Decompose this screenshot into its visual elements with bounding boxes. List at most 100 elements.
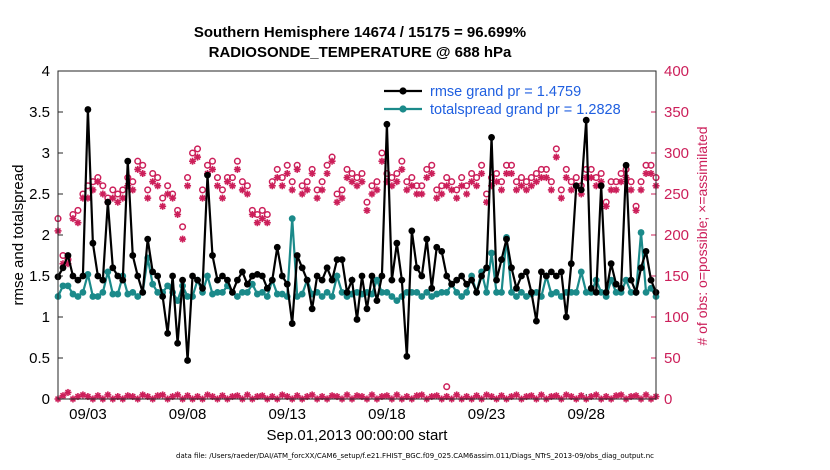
rmse-point xyxy=(59,264,67,272)
obs-possible-marker xyxy=(488,174,496,182)
obs-assimilated-marker xyxy=(144,194,152,202)
totalspread-point xyxy=(243,289,251,296)
rmse-point xyxy=(74,276,82,284)
obs-near-zero-marker xyxy=(552,392,560,400)
obs-assimilated-marker xyxy=(627,186,635,194)
rmse-point xyxy=(518,272,525,280)
y-tick-label: 4 xyxy=(42,63,50,80)
obs-near-zero-marker xyxy=(522,393,530,401)
obs-near-zero-marker xyxy=(617,391,625,399)
obs-assimilated-marker xyxy=(174,211,182,218)
rmse-point xyxy=(537,268,545,276)
rmse-point xyxy=(642,248,650,255)
obs-assimilated-marker xyxy=(512,186,520,194)
obs-near-zero-marker xyxy=(59,392,67,400)
obs-possible-marker xyxy=(433,186,441,194)
obs-assimilated-marker xyxy=(94,178,102,186)
y-tick-label: 2 xyxy=(42,227,50,244)
rmse-point xyxy=(288,320,296,327)
obs-assimilated-marker xyxy=(522,186,530,194)
obs-assimilated-marker xyxy=(189,157,197,165)
obs-assimilated-marker xyxy=(114,198,122,206)
obs-possible-marker xyxy=(134,157,142,165)
rmse-point xyxy=(84,106,92,113)
totalspread-point xyxy=(89,293,97,300)
obs-assimilated-marker xyxy=(238,186,246,194)
obs-near-zero-marker xyxy=(204,391,211,399)
legend: rmse grand pr = 1.4759 totalspread grand … xyxy=(384,84,621,118)
chart-subtitle: RADIOSONDE_TEMPERATURE @ 688 hPa xyxy=(208,44,512,61)
rmse-point xyxy=(338,256,346,263)
rmse-point xyxy=(523,268,530,276)
obs-near-zero-marker xyxy=(328,392,336,400)
totalspread-point xyxy=(637,229,645,236)
totalspread-point xyxy=(393,297,401,304)
obs-near-zero-marker xyxy=(453,391,461,399)
obs-assimilated-marker xyxy=(592,182,600,190)
obs-near-zero-outlier xyxy=(443,383,451,391)
obs-possible-marker xyxy=(443,174,451,182)
obs-assimilated-marker xyxy=(159,202,167,210)
obs-possible-marker xyxy=(463,182,471,190)
rmse-point xyxy=(219,272,226,280)
obs-possible-marker xyxy=(403,178,411,186)
rmse-point xyxy=(119,276,127,284)
obs-near-zero-marker xyxy=(368,391,376,399)
obs-possible-marker xyxy=(507,161,516,169)
totalspread-point xyxy=(104,268,112,276)
obs-possible-marker xyxy=(318,178,326,186)
y2-axis-label: # of obs: o=possible; ×=assimilated xyxy=(694,126,710,345)
obs-near-zero-marker xyxy=(94,392,102,400)
obs-assimilated-marker xyxy=(418,190,426,198)
obs-possible-marker xyxy=(238,178,246,186)
totalspread-point xyxy=(443,289,451,296)
obs-possible-marker xyxy=(323,161,331,169)
obs-assimilated-marker xyxy=(213,182,221,190)
obs-assimilated-marker xyxy=(293,165,301,173)
obs-possible-marker xyxy=(647,161,655,169)
obs-assimilated-marker xyxy=(169,194,177,202)
obs-assimilated-marker xyxy=(612,186,620,194)
totalspread-point xyxy=(99,289,107,296)
obs-possible-marker xyxy=(453,186,461,194)
obs-near-zero-marker xyxy=(253,393,261,401)
obs-possible-marker xyxy=(398,157,406,165)
obs-assimilated-marker xyxy=(517,182,525,190)
rmse-point xyxy=(283,280,291,288)
totalspread-point xyxy=(388,293,396,300)
obs-possible-marker xyxy=(333,190,341,198)
obs-near-zero-marker xyxy=(418,391,426,399)
legend-marker xyxy=(399,105,407,113)
rmse-point xyxy=(268,276,276,284)
rmse-point xyxy=(64,252,72,259)
obs-assimilated-marker xyxy=(268,182,276,190)
totalspread-point xyxy=(149,280,157,288)
x-tick-label: 09/03 xyxy=(69,406,107,423)
y-tick-label: 0 xyxy=(42,391,50,408)
obs-possible-marker xyxy=(164,182,172,190)
obs-assimilated-marker xyxy=(313,194,321,202)
obs-assimilated-marker xyxy=(363,206,371,214)
rmse-point xyxy=(109,264,117,272)
x-tick-label: 09/28 xyxy=(567,406,605,423)
rmse-point xyxy=(298,264,306,272)
obs-possible-marker xyxy=(373,178,381,186)
obs-assimilated-marker xyxy=(223,178,231,186)
obs-assimilated-marker xyxy=(542,174,550,182)
y-tick-label: 1 xyxy=(42,309,50,326)
rmse-point xyxy=(428,284,436,292)
obs-near-zero-marker xyxy=(258,392,266,400)
obs-possible-marker xyxy=(218,186,226,194)
totalspread-point xyxy=(214,289,221,296)
rmse-point xyxy=(129,252,137,259)
obs-near-zero-marker xyxy=(154,392,162,400)
obs-assimilated-marker xyxy=(373,186,381,194)
obs-possible-marker xyxy=(233,157,241,165)
obs-assimilated-marker xyxy=(428,170,436,177)
obs-possible-marker xyxy=(228,174,236,182)
totalspread-point xyxy=(498,289,505,296)
rmse-point xyxy=(547,268,555,276)
obs-possible-marker xyxy=(423,165,431,173)
rmse-point xyxy=(373,297,381,304)
